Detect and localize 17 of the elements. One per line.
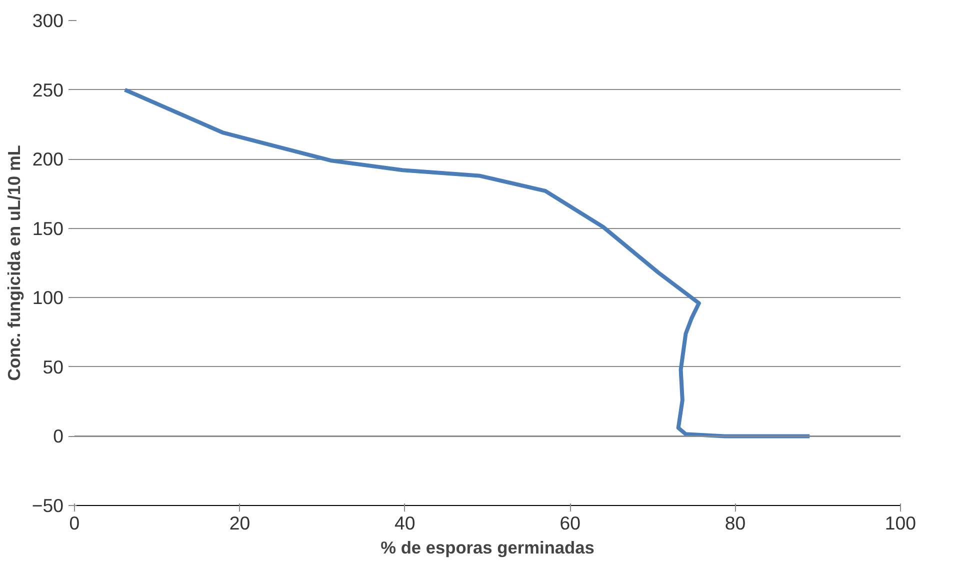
line-series (122, 88, 812, 438)
y-tick-label: 100 (32, 287, 64, 308)
y-tick-label: 150 (32, 218, 64, 239)
x-tick-label: 0 (69, 512, 80, 534)
x-tick-label: 80 (724, 512, 746, 534)
y-axis-title: Conc. fungicida en uL/10 mL (4, 144, 24, 381)
x-tick-label: 20 (229, 512, 250, 534)
y-tick-label: 200 (32, 148, 64, 170)
y-tick-label: 300 (32, 10, 64, 31)
y-tick-label: −50 (32, 495, 64, 516)
x-tick-label: 100 (884, 512, 916, 534)
y-tick-label: 0 (53, 426, 64, 447)
y-tick-label: 50 (42, 356, 64, 378)
x-axis-title: % de esporas germinadas (380, 538, 594, 558)
x-tick-label: 40 (394, 512, 416, 534)
y-tick-label: 250 (32, 79, 64, 100)
x-tick-label: 60 (560, 512, 580, 534)
